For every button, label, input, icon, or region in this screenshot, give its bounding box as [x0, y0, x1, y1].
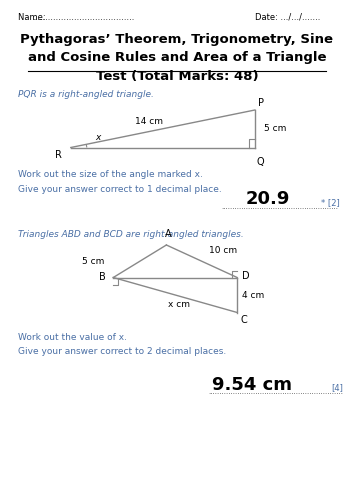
- Text: P: P: [258, 98, 264, 108]
- Text: x cm: x cm: [168, 300, 190, 309]
- Text: x: x: [96, 132, 101, 141]
- Text: Test (Total Marks: 48): Test (Total Marks: 48): [96, 70, 258, 84]
- Text: A: A: [165, 229, 171, 239]
- Text: D: D: [242, 271, 250, 281]
- Text: B: B: [99, 272, 106, 282]
- Text: 20.9: 20.9: [246, 190, 290, 208]
- Text: 10 cm: 10 cm: [209, 246, 237, 255]
- Text: 9.54 cm: 9.54 cm: [212, 376, 292, 394]
- Text: Give your answer correct to 1 decimal place.: Give your answer correct to 1 decimal pl…: [18, 185, 222, 194]
- Text: PQR is a right-angled triangle.: PQR is a right-angled triangle.: [18, 90, 154, 99]
- Text: Work out the size of the angle marked x.: Work out the size of the angle marked x.: [18, 170, 202, 179]
- Text: Triangles ABD and BCD are right-angled triangles.: Triangles ABD and BCD are right-angled t…: [18, 230, 244, 239]
- Text: R: R: [55, 150, 62, 160]
- Text: 4 cm: 4 cm: [242, 290, 265, 300]
- Text: and Cosine Rules and Area of a Triangle: and Cosine Rules and Area of a Triangle: [28, 52, 326, 64]
- Text: [4]: [4]: [331, 384, 343, 392]
- Text: Work out the value of x.: Work out the value of x.: [18, 332, 127, 342]
- Text: C: C: [241, 315, 247, 325]
- Text: Pythagoras’ Theorem, Trigonometry, Sine: Pythagoras’ Theorem, Trigonometry, Sine: [21, 32, 333, 46]
- Text: 14 cm: 14 cm: [135, 118, 163, 126]
- Text: ....................................................: ........................................…: [221, 204, 338, 210]
- Text: 5 cm: 5 cm: [264, 124, 286, 134]
- Text: .......................................: .......................................: [32, 12, 134, 22]
- Text: Date: .../.../.......: Date: .../.../.......: [255, 12, 320, 22]
- Text: ............................................................: ........................................…: [209, 389, 343, 395]
- Text: Give your answer correct to 2 decimal places.: Give your answer correct to 2 decimal pl…: [18, 348, 226, 356]
- Text: * [2]: * [2]: [321, 198, 340, 207]
- Text: 5 cm: 5 cm: [82, 257, 104, 266]
- Text: Q: Q: [257, 156, 264, 166]
- Text: Name:: Name:: [18, 12, 48, 22]
